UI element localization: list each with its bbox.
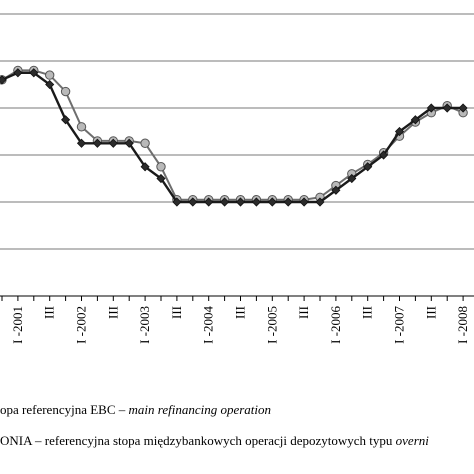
point-ebc [442, 103, 452, 113]
point-ebc [235, 197, 246, 207]
point-ebc [172, 197, 182, 207]
point-ebc [92, 138, 102, 148]
point-ebc [251, 197, 261, 207]
x-tick-label: III [296, 306, 311, 319]
point-ebc [156, 173, 166, 184]
x-tick-label: III [360, 306, 375, 319]
chart: I -2001 III I -2002 III I -2003 III I -2004 III… [0, 13, 474, 344]
point-ebc [283, 197, 293, 207]
legend-italic-ebc: main refinancing operation [128, 402, 272, 417]
legend-entry-eonia: ONIA – referencyjna stopa międzybankowyc… [0, 433, 429, 449]
point-ebc [315, 197, 325, 207]
x-tick-label: I -2008 [455, 306, 470, 344]
point-ebc [220, 197, 230, 207]
x-tick-label: III [105, 306, 120, 319]
point-ebc [0, 75, 7, 85]
point-ebc [379, 150, 389, 160]
point-ebc [458, 103, 468, 113]
point-ebc [13, 68, 23, 78]
point-ebc [188, 197, 198, 207]
point-ebc [108, 138, 118, 148]
x-tick-label: III [169, 306, 184, 319]
point-ebc [140, 162, 150, 172]
point-ebc [45, 79, 55, 90]
point-ebc [331, 185, 341, 195]
point-ebc [363, 162, 373, 172]
x-tick-label: I -2003 [137, 306, 152, 344]
point-ebc [299, 197, 309, 207]
point-ebc [426, 103, 436, 113]
point-ebc [61, 115, 71, 125]
series-line-ebc [1, 71, 464, 204]
point-eonia [156, 162, 166, 172]
x-tick-label: III [42, 306, 57, 319]
x-tick-label: I -2006 [328, 306, 343, 344]
x-tick-label: I -2005 [264, 306, 279, 344]
x-tick-label: I -2004 [201, 306, 216, 344]
point-eonia [60, 86, 71, 97]
legend-text-ebc: opa referencyjna EBC – [0, 402, 129, 417]
x-tick-label: I -2001 [10, 306, 25, 344]
x-tick-label: I -2002 [74, 306, 89, 344]
point-eonia [140, 138, 150, 148]
point-ebc [410, 115, 420, 125]
x-tick-label: III [233, 306, 248, 319]
legend-entry-ebc: opa referencyjna EBC – main refinancing … [0, 402, 271, 418]
point-eonia [76, 122, 87, 132]
x-tick-label: I -2007 [392, 306, 407, 344]
point-ebc [204, 197, 214, 207]
point-ebc [29, 68, 39, 78]
point-ebc [76, 138, 87, 148]
legend-italic-eonia: overni [395, 433, 429, 448]
point-eonia [45, 70, 55, 80]
point-ebc [347, 173, 357, 184]
series-line-eonia [1, 69, 464, 201]
legend-text-eonia: ONIA – referencyjna stopa międzybankowyc… [0, 433, 396, 448]
point-ebc [124, 138, 134, 148]
x-tick-label: III [423, 306, 438, 319]
point-ebc [394, 126, 405, 137]
point-ebc [267, 197, 277, 207]
